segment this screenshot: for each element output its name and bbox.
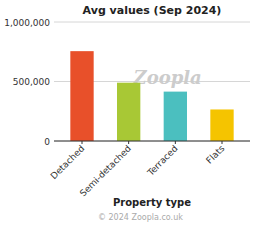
grid-line [54, 22, 250, 23]
y-tick-label: 1,000,000 [4, 18, 50, 28]
grid-line [54, 141, 250, 142]
x-tick-label: Terraced [145, 143, 180, 178]
bar [70, 51, 93, 141]
chart-container: 0 500,000 1,000,000 Zoopla DetachedSemi-deta… [0, 0, 260, 225]
bar [210, 109, 233, 141]
x-tick [222, 141, 223, 144]
bar [117, 83, 140, 141]
x-axis-label: Property type [113, 197, 191, 208]
x-tick [82, 141, 83, 144]
watermark: Zoopla [133, 67, 202, 88]
y-tick-label: 0 [44, 137, 50, 147]
x-tick [175, 141, 176, 144]
x-tick [128, 141, 129, 144]
x-axis-line [54, 141, 250, 142]
x-tick-label: Flats [204, 143, 226, 165]
x-tick-label: Semi-detached [78, 143, 133, 198]
x-tick-label: Detached [49, 143, 87, 181]
bar [164, 92, 187, 141]
copyright: © 2024 Zoopla.co.uk [98, 213, 183, 222]
y-tick-label: 500,000 [13, 77, 50, 87]
chart-svg: 0 500,000 1,000,000 Zoopla DetachedSemi-deta… [0, 0, 260, 225]
bars [70, 51, 233, 141]
title: Avg values (Sep 2024) [83, 4, 222, 17]
